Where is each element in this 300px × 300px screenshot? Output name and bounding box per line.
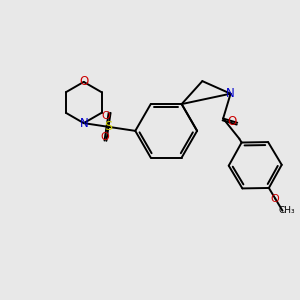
Text: N: N [80, 117, 89, 130]
Text: S: S [104, 120, 112, 133]
Text: CH₃: CH₃ [279, 206, 295, 215]
Text: O: O [100, 132, 109, 142]
Text: N: N [226, 87, 235, 100]
Text: O: O [271, 194, 280, 204]
Text: O: O [227, 115, 237, 128]
Text: O: O [102, 111, 110, 122]
Text: O: O [79, 75, 88, 88]
